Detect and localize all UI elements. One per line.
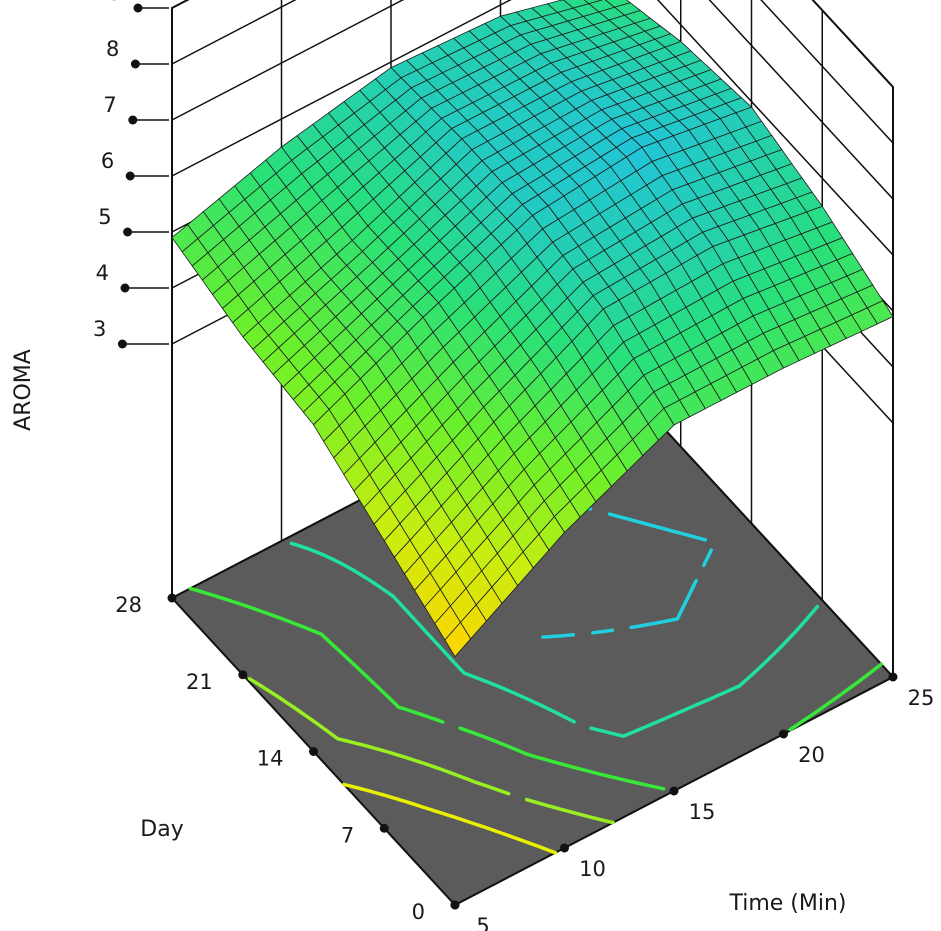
- y-tick-dot: [450, 900, 460, 910]
- contour-lines: [188, 393, 883, 855]
- z-tick-label: 3: [93, 317, 106, 341]
- y-tick-dot: [309, 747, 318, 756]
- x-tick-dot: [560, 843, 569, 853]
- x-tick-label: 15: [689, 800, 716, 824]
- x-tick-dot: [669, 786, 679, 796]
- z-axis-title: AROMA: [11, 349, 36, 431]
- y-tick-dot: [167, 593, 177, 603]
- contour-4.5: [247, 677, 615, 825]
- surface-mesh: [171, 0, 894, 658]
- x-axis-title: Time (Min): [728, 891, 846, 916]
- y-tick-label: 0: [412, 900, 425, 924]
- x-tick-dot: [888, 672, 898, 682]
- contour-5: [188, 586, 883, 791]
- z-tick-dot: [128, 115, 138, 125]
- y-tick-dot: [238, 670, 248, 680]
- wall-grid-z-4: [171, 0, 894, 200]
- x-tick-label: 10: [579, 857, 606, 881]
- y-tick-label: 7: [341, 823, 354, 847]
- z-tick-dot: [120, 283, 130, 293]
- z-tick-dot: [123, 227, 133, 237]
- x-tick-label: 20: [798, 743, 825, 767]
- z-tick-dot: [125, 171, 135, 181]
- axes: 5 10 15 20 25 0 7 14 21 28 3 4 5 6 7 8 9: [93, 0, 934, 931]
- wall-grid-z-3: [171, 0, 894, 256]
- x-tick-dot: [779, 729, 788, 739]
- y-tick-label: 28: [115, 593, 142, 617]
- y-tick-dot: [379, 823, 389, 833]
- y-tick-label: 14: [257, 747, 284, 771]
- z-tick-label: 6: [101, 149, 114, 173]
- surface-cell: [444, 621, 472, 658]
- x-tick-label: 5: [476, 914, 489, 931]
- wall-grid-z-5: [171, 0, 894, 144]
- z-tick-dot: [117, 339, 127, 349]
- z-tick-label: 4: [96, 261, 109, 285]
- contour-6: [541, 504, 713, 639]
- x-tick-label: 25: [908, 686, 935, 710]
- z-tick-dot: [130, 59, 140, 69]
- z-tick-label: 9: [109, 0, 122, 5]
- z-tick-label: 5: [98, 205, 111, 229]
- y-axis-title: Day: [140, 817, 183, 842]
- z-tick-dot: [133, 3, 143, 13]
- z-tick-label: 8: [106, 37, 119, 61]
- contour-4: [342, 782, 558, 855]
- z-tick-label: 7: [103, 93, 116, 117]
- y-tick-label: 21: [186, 670, 213, 694]
